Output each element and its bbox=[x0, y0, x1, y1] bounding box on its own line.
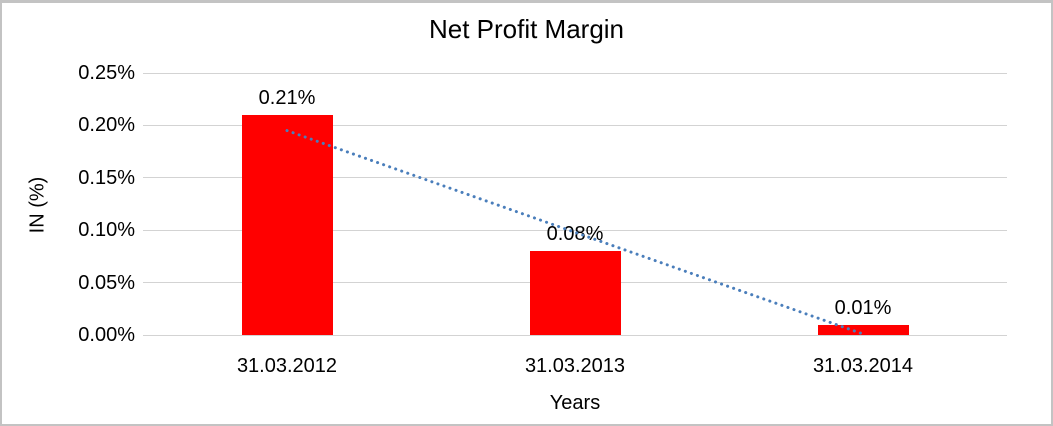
y-tick-label: 0.15% bbox=[78, 166, 135, 189]
y-tick-label: 0.00% bbox=[78, 324, 135, 346]
gridline bbox=[143, 72, 1007, 74]
x-category-label: 31.03.2013 bbox=[524, 355, 626, 377]
chart-title: Net Profit Margin bbox=[428, 14, 625, 44]
x-axis-title: Years bbox=[549, 392, 601, 414]
bar bbox=[817, 324, 909, 335]
y-tick-label: 0.05% bbox=[78, 271, 135, 294]
bar-data-label: 0.08% bbox=[546, 223, 604, 246]
bar bbox=[529, 251, 621, 335]
y-tick-label: 0.20% bbox=[78, 114, 135, 137]
bar-data-label: 0.21% bbox=[258, 86, 316, 109]
bar-data-label: 0.01% bbox=[834, 296, 892, 319]
x-category-label: 31.03.2012 bbox=[236, 355, 338, 377]
x-category-label: 31.03.2014 bbox=[812, 355, 914, 377]
y-tick-label: 0.25% bbox=[78, 62, 135, 84]
y-tick-label: 0.10% bbox=[78, 219, 135, 242]
bar bbox=[241, 114, 333, 335]
gridline bbox=[143, 124, 1007, 126]
